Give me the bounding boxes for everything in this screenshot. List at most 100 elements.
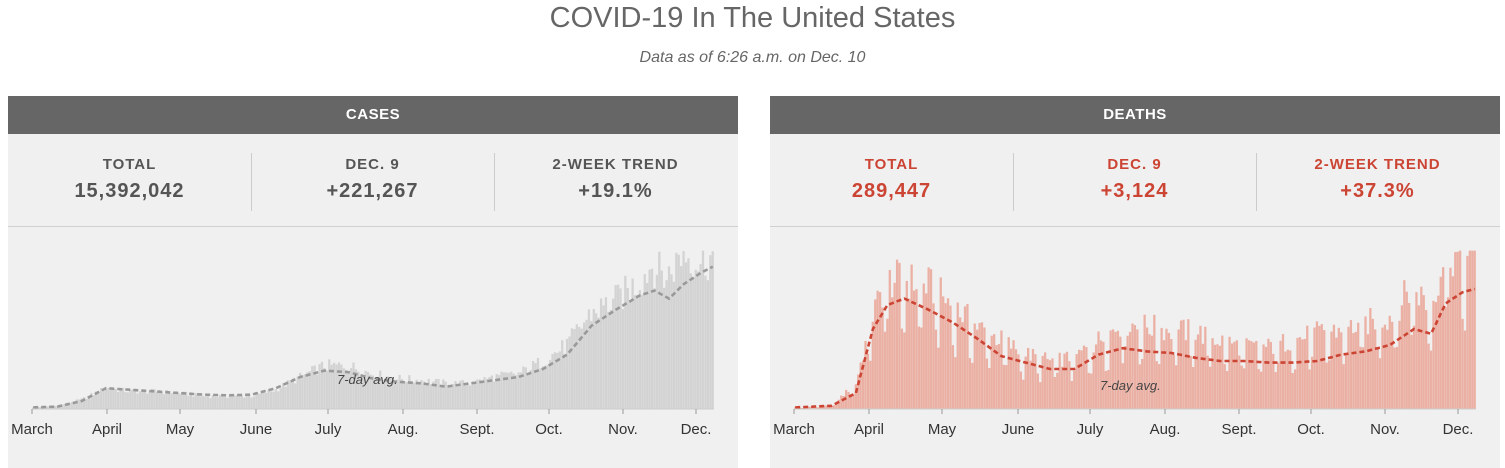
daily-bar — [133, 390, 137, 409]
daily-bar — [109, 389, 112, 409]
cases-day-value: +221,267 — [326, 180, 419, 202]
daily-bar — [1172, 354, 1175, 409]
daily-bar — [1068, 361, 1071, 409]
daily-bar — [1369, 308, 1372, 409]
daily-bar — [129, 389, 132, 409]
daily-bar — [1228, 336, 1231, 409]
x-tick-label: Nov. — [1370, 421, 1400, 438]
daily-bar — [927, 267, 930, 409]
daily-bar — [485, 378, 489, 409]
daily-bar — [306, 372, 309, 409]
daily-bar — [1427, 343, 1430, 409]
daily-bar — [286, 380, 290, 409]
cases-trend-stat: 2-WEEK TREND +19.1% — [494, 156, 737, 203]
daily-bar — [1344, 352, 1348, 409]
cases-trend-value: +19.1% — [578, 180, 653, 202]
daily-bar — [832, 405, 836, 409]
daily-bar — [1415, 292, 1418, 409]
daily-bar — [815, 407, 819, 409]
daily-bar — [1267, 338, 1270, 409]
daily-bar — [112, 389, 115, 409]
daily-bar — [165, 390, 168, 409]
daily-bar — [920, 327, 923, 409]
daily-bar — [633, 295, 637, 409]
daily-bar — [1000, 330, 1003, 409]
daily-bar — [291, 378, 294, 409]
daily-bar — [551, 353, 554, 409]
daily-bar — [1213, 344, 1217, 409]
daily-bar — [1349, 320, 1353, 409]
daily-bar — [422, 381, 426, 409]
daily-bar — [1259, 371, 1263, 409]
daily-bar — [366, 371, 370, 409]
daily-bar — [612, 298, 615, 409]
daily-bar — [1250, 341, 1253, 409]
daily-bar — [362, 376, 365, 409]
daily-bar — [328, 359, 331, 409]
daily-bar — [978, 322, 981, 409]
daily-bar — [621, 308, 625, 409]
daily-bar — [1034, 354, 1037, 409]
daily-bar — [1111, 329, 1115, 409]
daily-bar — [825, 405, 828, 409]
cases-panel: CASES TOTAL 15,392,042 DEC. 9 +221,267 2… — [8, 96, 738, 468]
daily-bar — [95, 391, 98, 409]
daily-bar — [592, 309, 595, 409]
daily-bar — [1073, 370, 1076, 409]
daily-bar — [415, 379, 418, 409]
daily-bar — [204, 396, 207, 409]
daily-bar — [597, 317, 600, 409]
daily-bar — [158, 392, 161, 409]
daily-bar — [585, 319, 588, 409]
daily-bar — [1092, 352, 1095, 409]
daily-bar — [1337, 327, 1340, 409]
daily-bar — [1473, 250, 1476, 409]
daily-bar — [199, 396, 202, 409]
deaths-header: DEATHS — [770, 96, 1500, 134]
daily-bar — [141, 389, 144, 409]
seven-day-avg-line — [795, 287, 1476, 409]
daily-bar — [502, 372, 506, 409]
daily-bar — [1150, 335, 1154, 409]
daily-bar — [1109, 330, 1112, 409]
daily-bar — [1376, 348, 1379, 409]
x-tick-label: April — [92, 421, 122, 438]
daily-bar — [544, 365, 547, 409]
daily-bar — [1364, 316, 1367, 409]
daily-bar — [1097, 331, 1100, 409]
daily-bar — [573, 329, 576, 409]
daily-bar — [1395, 346, 1399, 409]
daily-bar — [912, 290, 916, 409]
daily-bar — [1153, 314, 1156, 409]
daily-bar — [1255, 340, 1258, 409]
daily-bar — [320, 361, 324, 409]
x-tick-label: July — [315, 421, 342, 438]
daily-bar — [1170, 339, 1173, 409]
daily-bar — [342, 368, 345, 409]
daily-bar — [206, 396, 210, 409]
daily-bar — [697, 271, 700, 409]
daily-bar — [1289, 350, 1292, 409]
daily-bar — [665, 280, 668, 409]
daily-bar — [1310, 356, 1314, 409]
daily-bar — [228, 396, 231, 409]
daily-bar — [1420, 286, 1423, 409]
daily-bar — [1041, 355, 1044, 409]
daily-bar — [102, 391, 105, 409]
daily-bar — [1201, 343, 1205, 409]
cases-header: CASES — [8, 96, 738, 134]
daily-bar — [840, 395, 843, 409]
daily-bar — [915, 289, 918, 409]
daily-bar — [296, 376, 299, 409]
daily-bar — [476, 379, 479, 409]
daily-bar — [87, 395, 91, 409]
daily-bar — [1262, 344, 1265, 409]
daily-bar — [1412, 325, 1416, 409]
deaths-day-value: +3,124 — [1100, 180, 1169, 202]
x-tick-label: Aug. — [1150, 421, 1181, 438]
daily-bar — [883, 331, 887, 409]
daily-bar — [709, 255, 712, 409]
daily-bar — [1442, 267, 1445, 409]
daily-bar — [1199, 325, 1202, 409]
page-subtitle: Data as of 6:26 a.m. on Dec. 10 — [639, 49, 866, 66]
